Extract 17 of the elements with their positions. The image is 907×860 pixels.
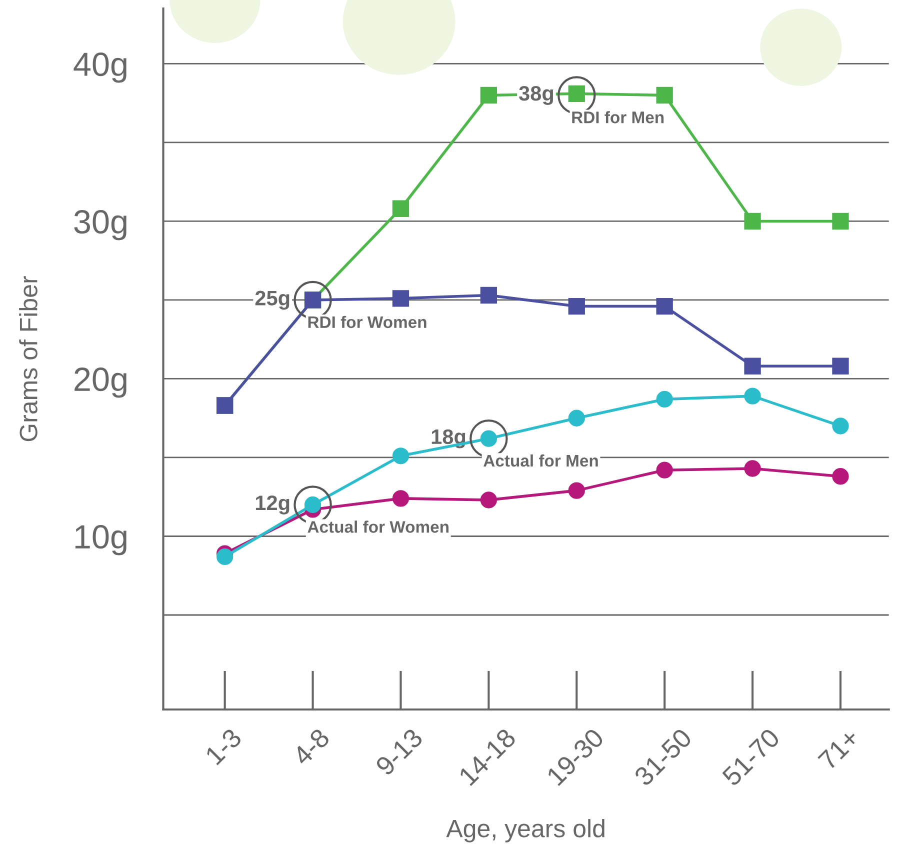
x-tick-label: 1-3 <box>204 727 242 766</box>
y-tick-label: 40g <box>74 52 126 83</box>
annotation: 25g <box>255 290 290 310</box>
series-label: Actual for Women <box>308 520 448 533</box>
x-tick-label: 4-8 <box>292 727 330 766</box>
y-tick-label: 20g <box>74 368 126 398</box>
y-axis-title: Grams of Fiber <box>19 276 38 442</box>
x-tick-label: 71+ <box>818 728 860 770</box>
annotation: 12g <box>256 495 290 514</box>
series-label: RDI for Men <box>572 111 664 124</box>
y-tick-label: 30g <box>74 210 126 240</box>
series-label: RDI for Women <box>308 316 426 328</box>
y-tick-label: 10g <box>75 525 126 556</box>
annotation: 38g <box>518 86 554 105</box>
annotation: 18g <box>432 429 466 448</box>
series-label: Actual for Men <box>484 454 598 467</box>
x-axis-title: Age, years old <box>446 819 604 842</box>
